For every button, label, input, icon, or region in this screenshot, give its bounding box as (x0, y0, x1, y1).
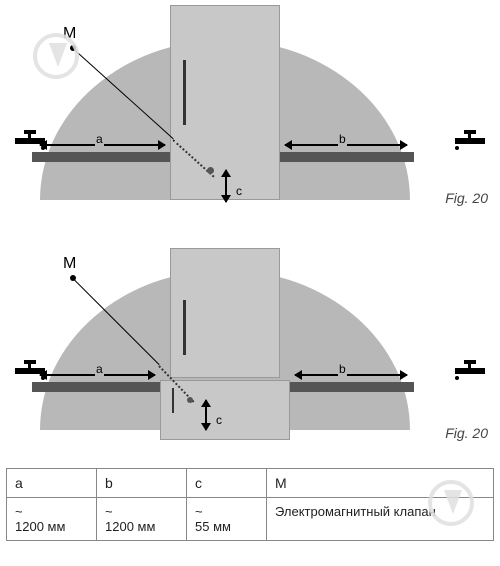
cell-b: ~ 1200 мм (97, 498, 187, 541)
label-a: a (95, 132, 104, 146)
figure-caption: Fig. 20 (445, 425, 488, 441)
header-b: b (97, 469, 187, 498)
dimension-b-arrow (295, 374, 407, 376)
m-target-dot (187, 397, 193, 403)
label-c: c (235, 184, 243, 198)
appliance-handle-lower (172, 388, 174, 413)
dimension-c-arrow (225, 170, 227, 202)
water-valve-icon (455, 128, 485, 150)
label-b: b (338, 132, 347, 146)
dimension-c-arrow (205, 400, 207, 430)
watermark-arrow-icon (33, 33, 79, 79)
label-b: b (338, 362, 347, 376)
label-a: a (95, 362, 104, 376)
m-target-dot (207, 167, 214, 174)
dimensions-table: a b c M ~ 1200 мм ~ 1200 мм ~ 55 мм Элек… (6, 468, 494, 541)
diagram-bottom: a b c M Fig. 20 (0, 230, 500, 455)
cell-c: ~ 55 мм (187, 498, 267, 541)
diagram-top: a b c M Fig. 20 (0, 0, 500, 230)
watermark-arrow-icon (428, 480, 474, 526)
counter-right (290, 382, 414, 392)
counter-right (280, 152, 414, 162)
table-header-row: a b c M (7, 469, 494, 498)
cell-a: ~ 1200 мм (7, 498, 97, 541)
label-c: c (215, 413, 223, 427)
header-a: a (7, 469, 97, 498)
counter-left (32, 152, 170, 162)
appliance-handle (183, 300, 186, 355)
water-valve-icon (455, 358, 485, 380)
appliance-handle (183, 60, 186, 125)
appliance-upper (170, 248, 280, 378)
counter-left (32, 382, 160, 392)
label-m: M (63, 255, 76, 273)
figure-caption: Fig. 20 (445, 190, 488, 206)
table-row: ~ 1200 мм ~ 1200 мм ~ 55 мм Электромагни… (7, 498, 494, 541)
header-c: c (187, 469, 267, 498)
